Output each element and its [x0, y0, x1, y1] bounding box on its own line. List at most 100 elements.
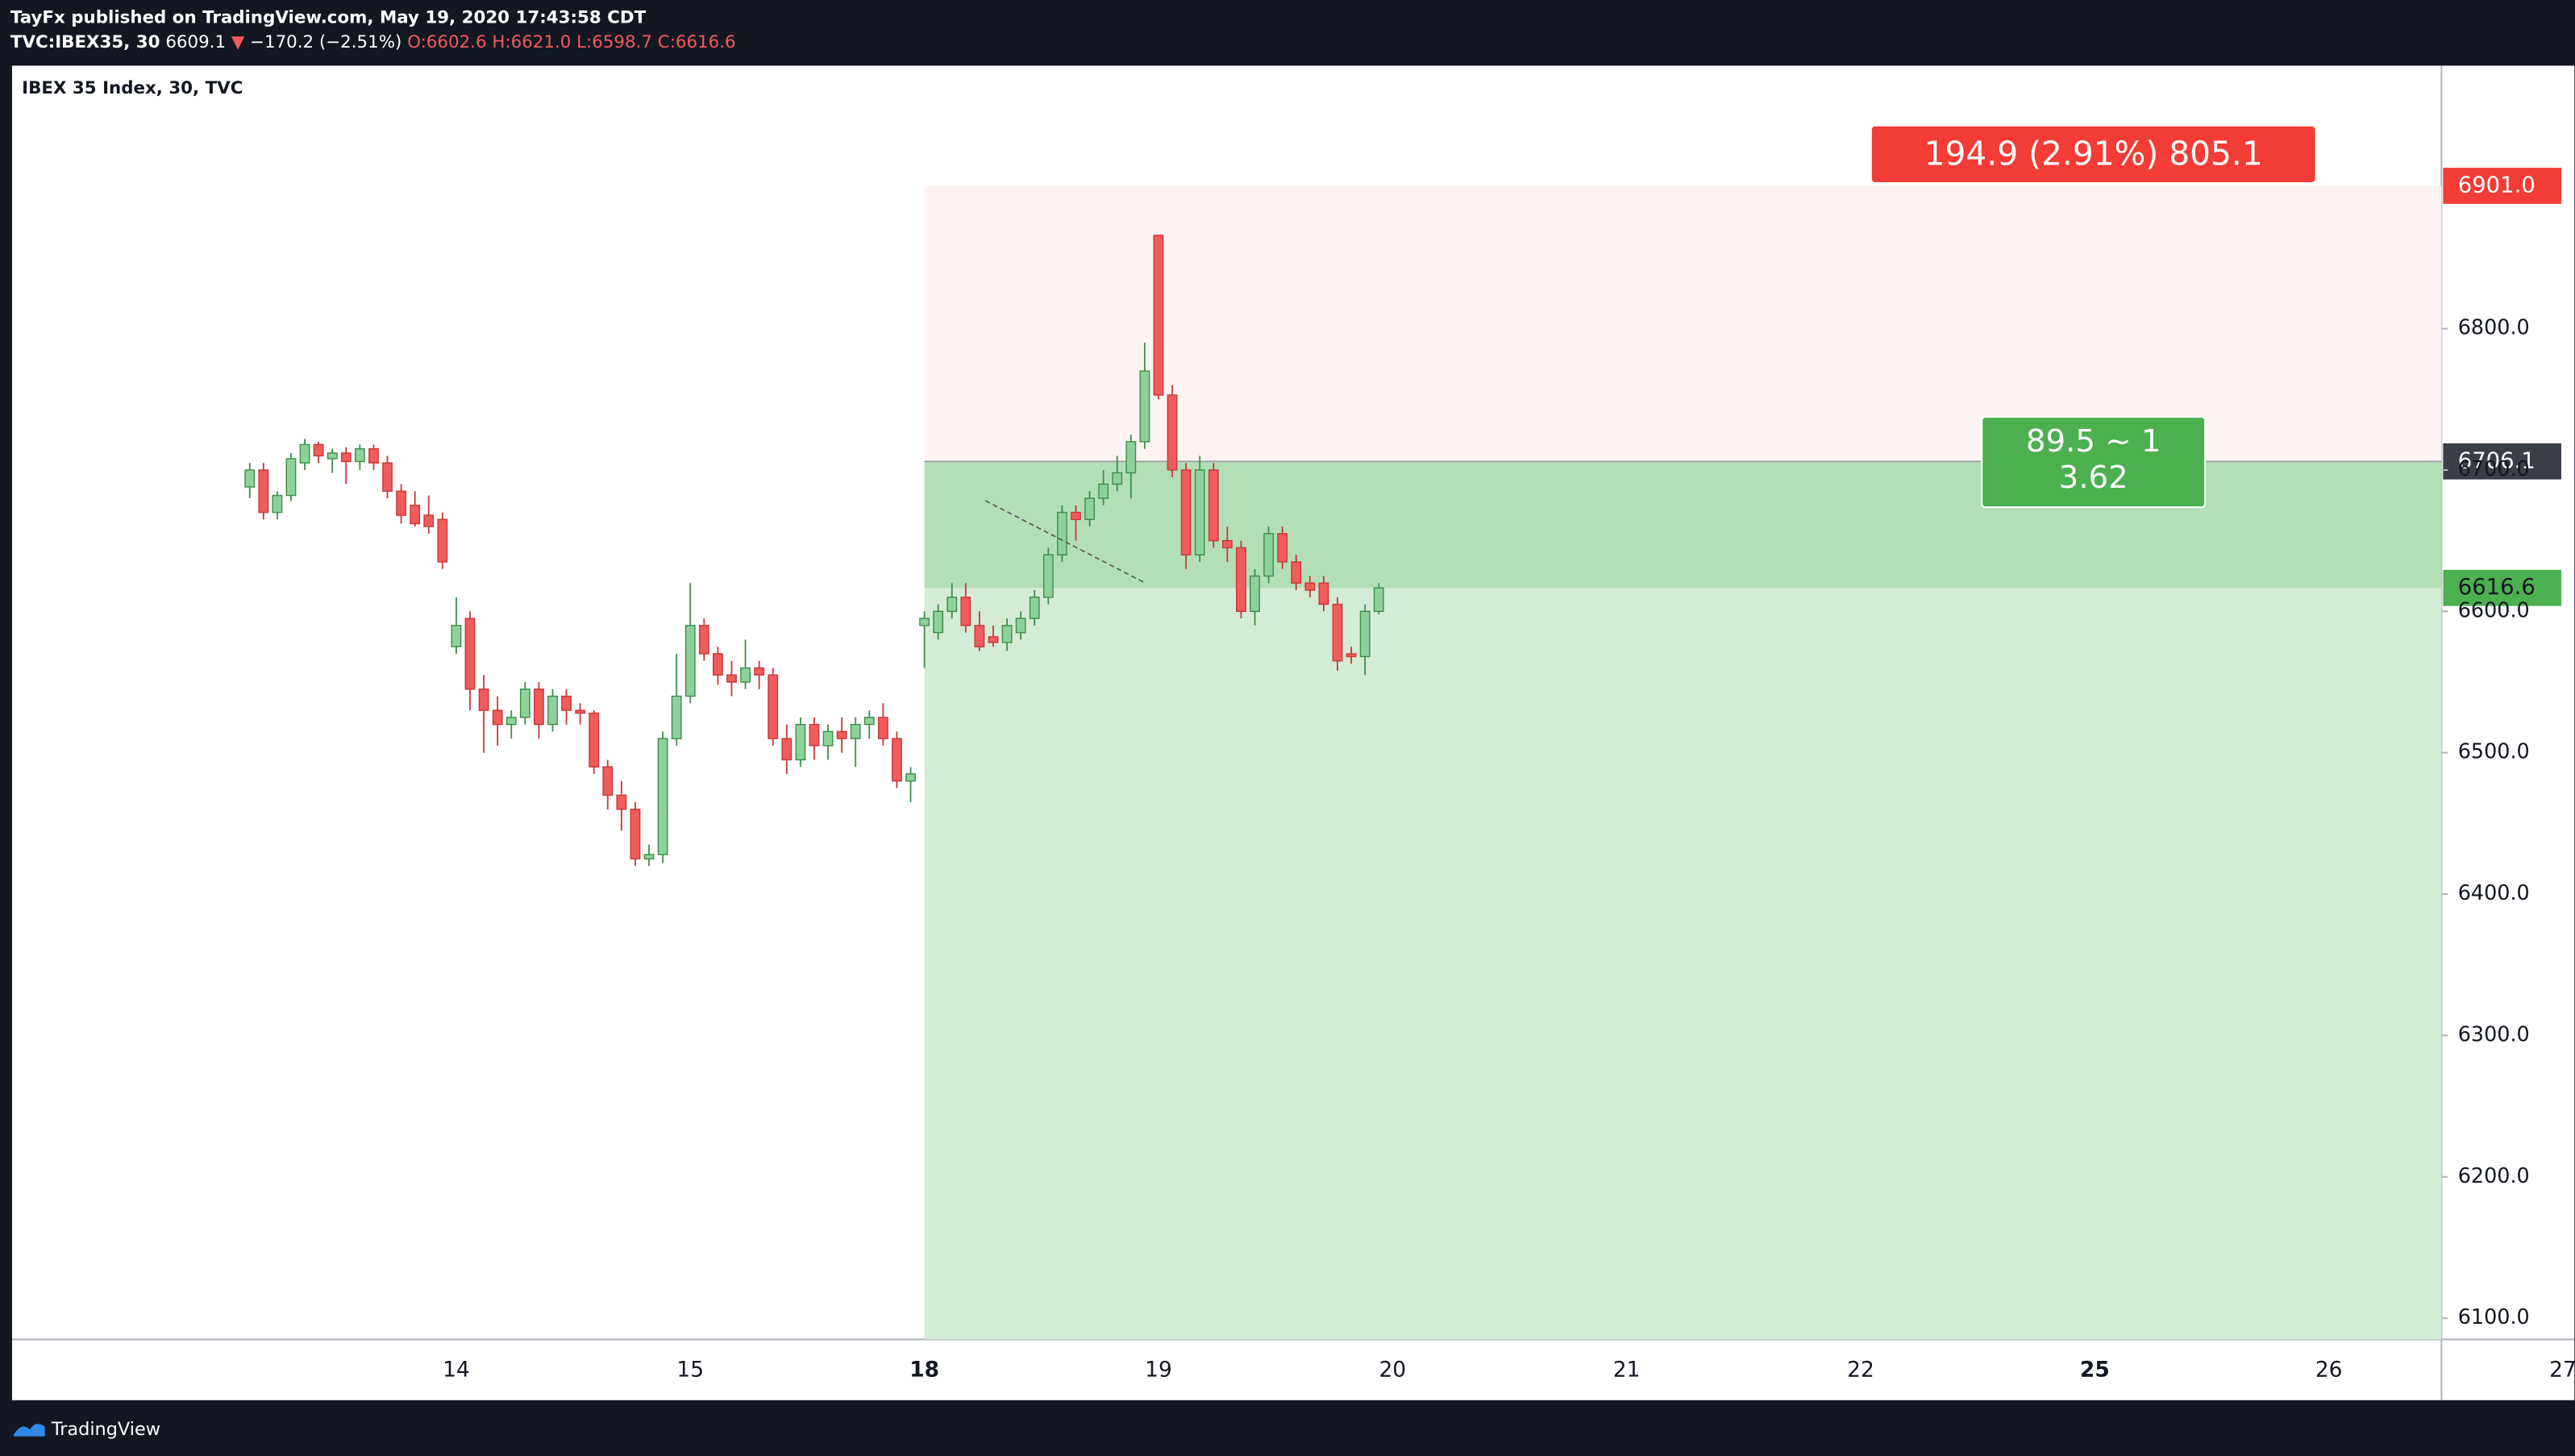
- stop-zone: [924, 185, 2442, 462]
- candle-body: [1112, 472, 1123, 485]
- candle-body: [863, 717, 875, 726]
- y-tick-label: 6600.0: [2458, 598, 2530, 622]
- candle-body: [892, 738, 902, 782]
- candle-body: [272, 494, 283, 514]
- candle-body: [602, 766, 614, 797]
- ratio-label-box: [1981, 416, 2207, 509]
- candle-body: [1346, 653, 1357, 658]
- candle-body: [313, 443, 324, 457]
- candle-body: [1153, 235, 1164, 396]
- x-tick-label: 18: [909, 1358, 939, 1383]
- brand: TradingView: [51, 1419, 160, 1440]
- candle-body: [809, 723, 820, 747]
- candle-body: [933, 610, 944, 634]
- candle-body: [533, 688, 544, 726]
- x-tick-label: 26: [2315, 1358, 2343, 1383]
- candle-body: [561, 695, 572, 711]
- candle-body: [368, 447, 379, 464]
- candle-body: [492, 709, 503, 726]
- y-tick-label: 6700.0: [2458, 457, 2530, 481]
- candle-body: [547, 695, 558, 726]
- candle-body: [464, 618, 476, 690]
- candle-body: [684, 625, 696, 697]
- candle-body: [1250, 575, 1260, 613]
- candle-body: [698, 625, 709, 655]
- y-tick-label: 6800.0: [2458, 316, 2530, 340]
- candle-body: [1332, 603, 1343, 662]
- y-tick-label: 6100.0: [2458, 1305, 2530, 1329]
- candle-body: [1001, 625, 1013, 643]
- candle-body: [423, 514, 435, 527]
- candle-body: [1125, 441, 1137, 474]
- candle-body: [1056, 511, 1067, 555]
- candle-body: [1042, 554, 1054, 598]
- y-tick-label: 6400.0: [2458, 881, 2530, 905]
- candle-body: [1318, 582, 1329, 605]
- candle-body: [713, 653, 723, 676]
- x-tick-label: 27: [2549, 1358, 2575, 1383]
- candle-body: [726, 674, 737, 683]
- candle-body: [671, 695, 682, 739]
- candle-body: [905, 773, 916, 782]
- candle-body: [505, 717, 517, 726]
- price-badge: [2443, 569, 2561, 606]
- candle-body: [657, 738, 668, 855]
- candle-body: [1180, 469, 1192, 555]
- y-tick-label: 6500.0: [2458, 740, 2530, 764]
- price-badge: [2443, 168, 2561, 204]
- candle-body: [822, 730, 834, 747]
- candle-body: [478, 688, 489, 711]
- stop-label-box: [1871, 126, 2315, 183]
- trend-line: [984, 500, 1146, 584]
- candle-body: [795, 723, 806, 761]
- x-tick-label: 21: [1613, 1358, 1641, 1383]
- stop-label: 194.9 (2.91%) 805.1: [1924, 134, 2263, 173]
- x-tick-label: 25: [2080, 1358, 2110, 1383]
- candle-body: [1359, 610, 1371, 658]
- price-badge-label: 6901.0: [2458, 172, 2535, 198]
- candle-body: [1071, 511, 1081, 521]
- candle-body: [836, 730, 847, 739]
- price-badge-label: 6616.6: [2458, 574, 2535, 600]
- candle-body: [354, 447, 365, 463]
- candle-body: [988, 636, 999, 643]
- target-zone: [924, 461, 2442, 1340]
- candle-body: [1277, 533, 1288, 563]
- candle-body: [630, 809, 641, 859]
- candle-body: [382, 462, 393, 492]
- candle-body: [1029, 597, 1040, 619]
- candle-body: [1015, 618, 1026, 634]
- candle-body: [519, 688, 530, 718]
- candle-body: [1194, 469, 1205, 555]
- candle-body: [410, 505, 421, 525]
- candle-body: [754, 667, 765, 676]
- candle-body: [974, 625, 985, 647]
- candle-body: [877, 717, 888, 739]
- candle-body: [575, 709, 586, 714]
- candle-body: [1208, 469, 1219, 542]
- x-tick-label: 19: [1145, 1358, 1172, 1383]
- candle-body: [1139, 370, 1150, 443]
- candle-body: [396, 490, 407, 516]
- candle-body: [299, 443, 310, 464]
- publisher: TayFx published on TradingView.com, May …: [10, 7, 647, 27]
- candle-body: [1263, 533, 1275, 577]
- candle-body: [437, 518, 448, 563]
- candle-body: [451, 625, 462, 647]
- ratio-label: 3.62: [2059, 460, 2128, 496]
- candle-body: [919, 618, 930, 626]
- candle-body: [781, 738, 792, 761]
- x-tick-label: 14: [443, 1358, 470, 1383]
- candle-body: [1373, 587, 1384, 613]
- candle-body: [327, 452, 338, 460]
- candle-body: [740, 667, 751, 683]
- price-badge: [2443, 443, 2561, 480]
- brand-logo: [14, 1424, 45, 1437]
- symbol-line: TVC:IBEX35, 30 6609.1 ▼ −170.2 (−2.51%) …: [10, 32, 736, 52]
- candle-body: [946, 597, 958, 613]
- chart-title: IBEX 35 Index, 30, TVC: [22, 78, 243, 98]
- price-badge-label: 6706.1: [2458, 447, 2535, 473]
- candle-body: [960, 597, 971, 626]
